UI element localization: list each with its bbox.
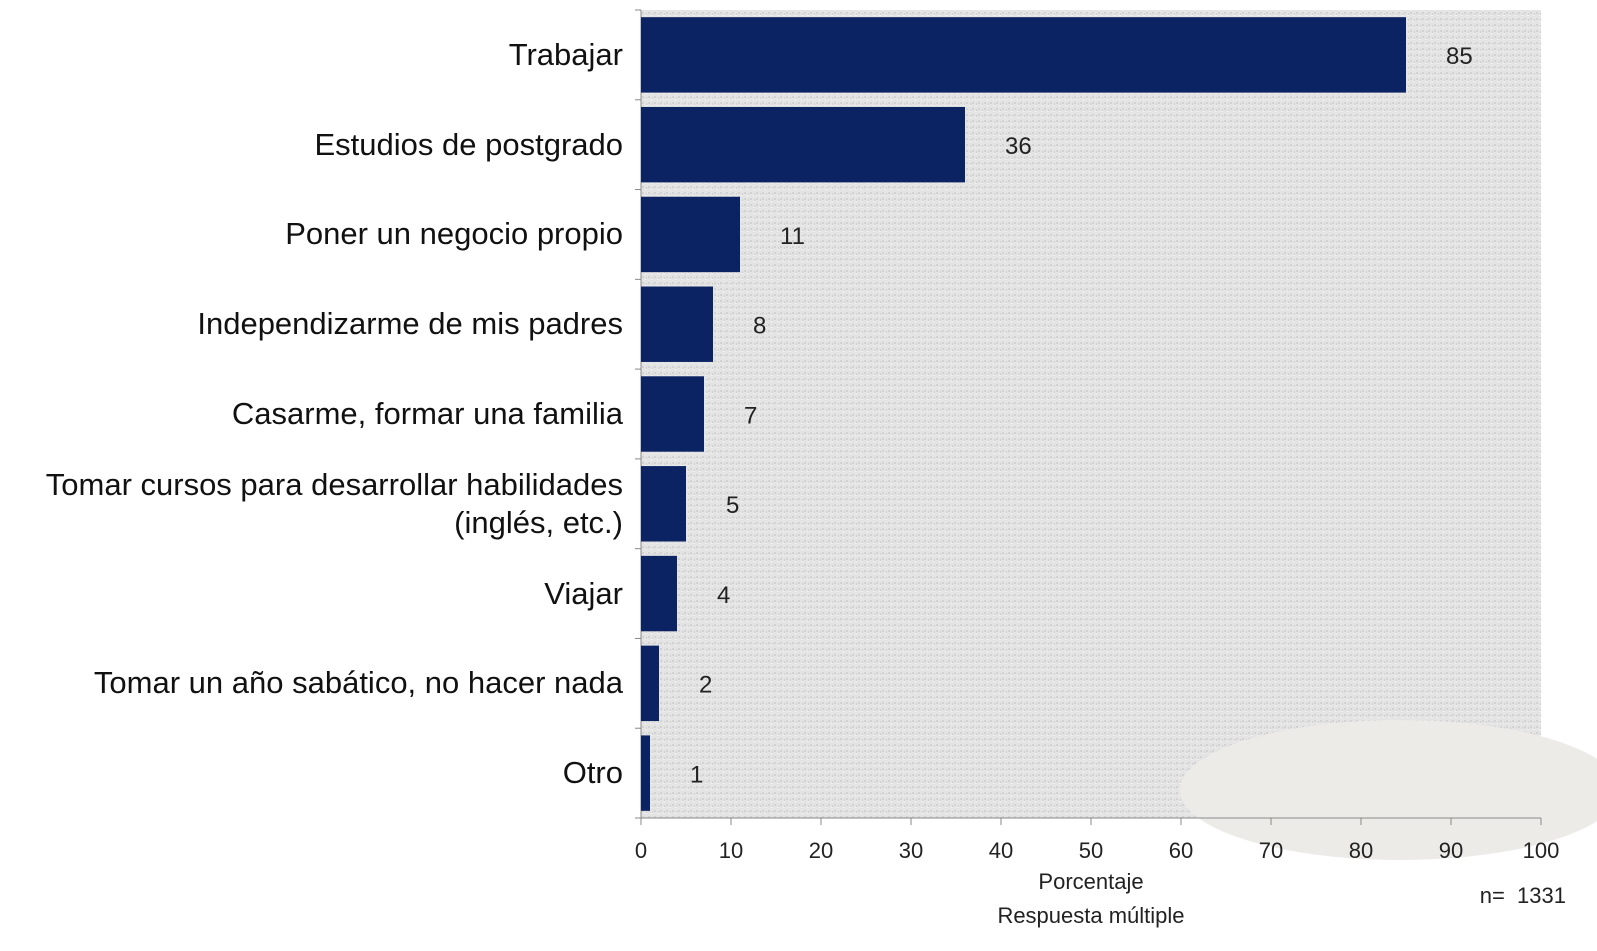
- category-label: Otro: [562, 755, 623, 791]
- value-label: 1: [690, 761, 703, 788]
- value-label: 4: [717, 582, 730, 609]
- category-label: Viajar: [544, 575, 623, 611]
- bar: [641, 106, 965, 183]
- bar: [641, 196, 740, 273]
- bar: [641, 645, 659, 722]
- x-tick-label: 80: [1349, 838, 1373, 863]
- x-tick-label: 40: [989, 838, 1013, 863]
- photo-placeholder: [1180, 720, 1597, 860]
- x-tick-label: 70: [1259, 838, 1283, 863]
- bar: [641, 555, 677, 632]
- category-label: Trabajar: [508, 36, 623, 72]
- category-label: Tomar cursos para desarrollar habilidade…: [45, 466, 623, 540]
- bar: [641, 376, 704, 452]
- value-label: 36: [1005, 133, 1032, 160]
- value-label: 8: [753, 313, 766, 340]
- value-label: 85: [1446, 43, 1473, 70]
- sample-note: n= 1331: [1480, 883, 1566, 908]
- bar: [641, 286, 713, 362]
- category-label: Tomar un año sabático, no hacer nada: [93, 665, 623, 701]
- x-axis-sublabel: Respuesta múltiple: [997, 903, 1184, 928]
- x-tick-label: 0: [635, 838, 647, 863]
- category-label: Independizarme de mis padres: [197, 306, 623, 342]
- x-tick-label: 60: [1169, 838, 1193, 863]
- value-label: 7: [744, 402, 757, 429]
- category-label: Estudios de postgrado: [314, 126, 624, 162]
- bar: [641, 17, 1406, 93]
- category-label: Poner un negocio propio: [285, 216, 623, 252]
- x-tick-label: 100: [1523, 838, 1560, 863]
- value-label: 2: [699, 672, 712, 699]
- x-tick-label: 20: [809, 838, 833, 863]
- bar: [641, 735, 650, 811]
- value-label: 11: [780, 223, 805, 250]
- bar: [641, 466, 686, 542]
- x-tick-label: 50: [1079, 838, 1103, 863]
- category-label: Casarme, formar una familia: [231, 396, 623, 431]
- x-axis-label: Porcentaje: [1038, 869, 1143, 894]
- x-tick-label: 10: [719, 838, 743, 863]
- value-label: 5: [726, 492, 739, 519]
- x-tick-label: 90: [1439, 838, 1463, 863]
- x-tick-label: 30: [899, 838, 923, 863]
